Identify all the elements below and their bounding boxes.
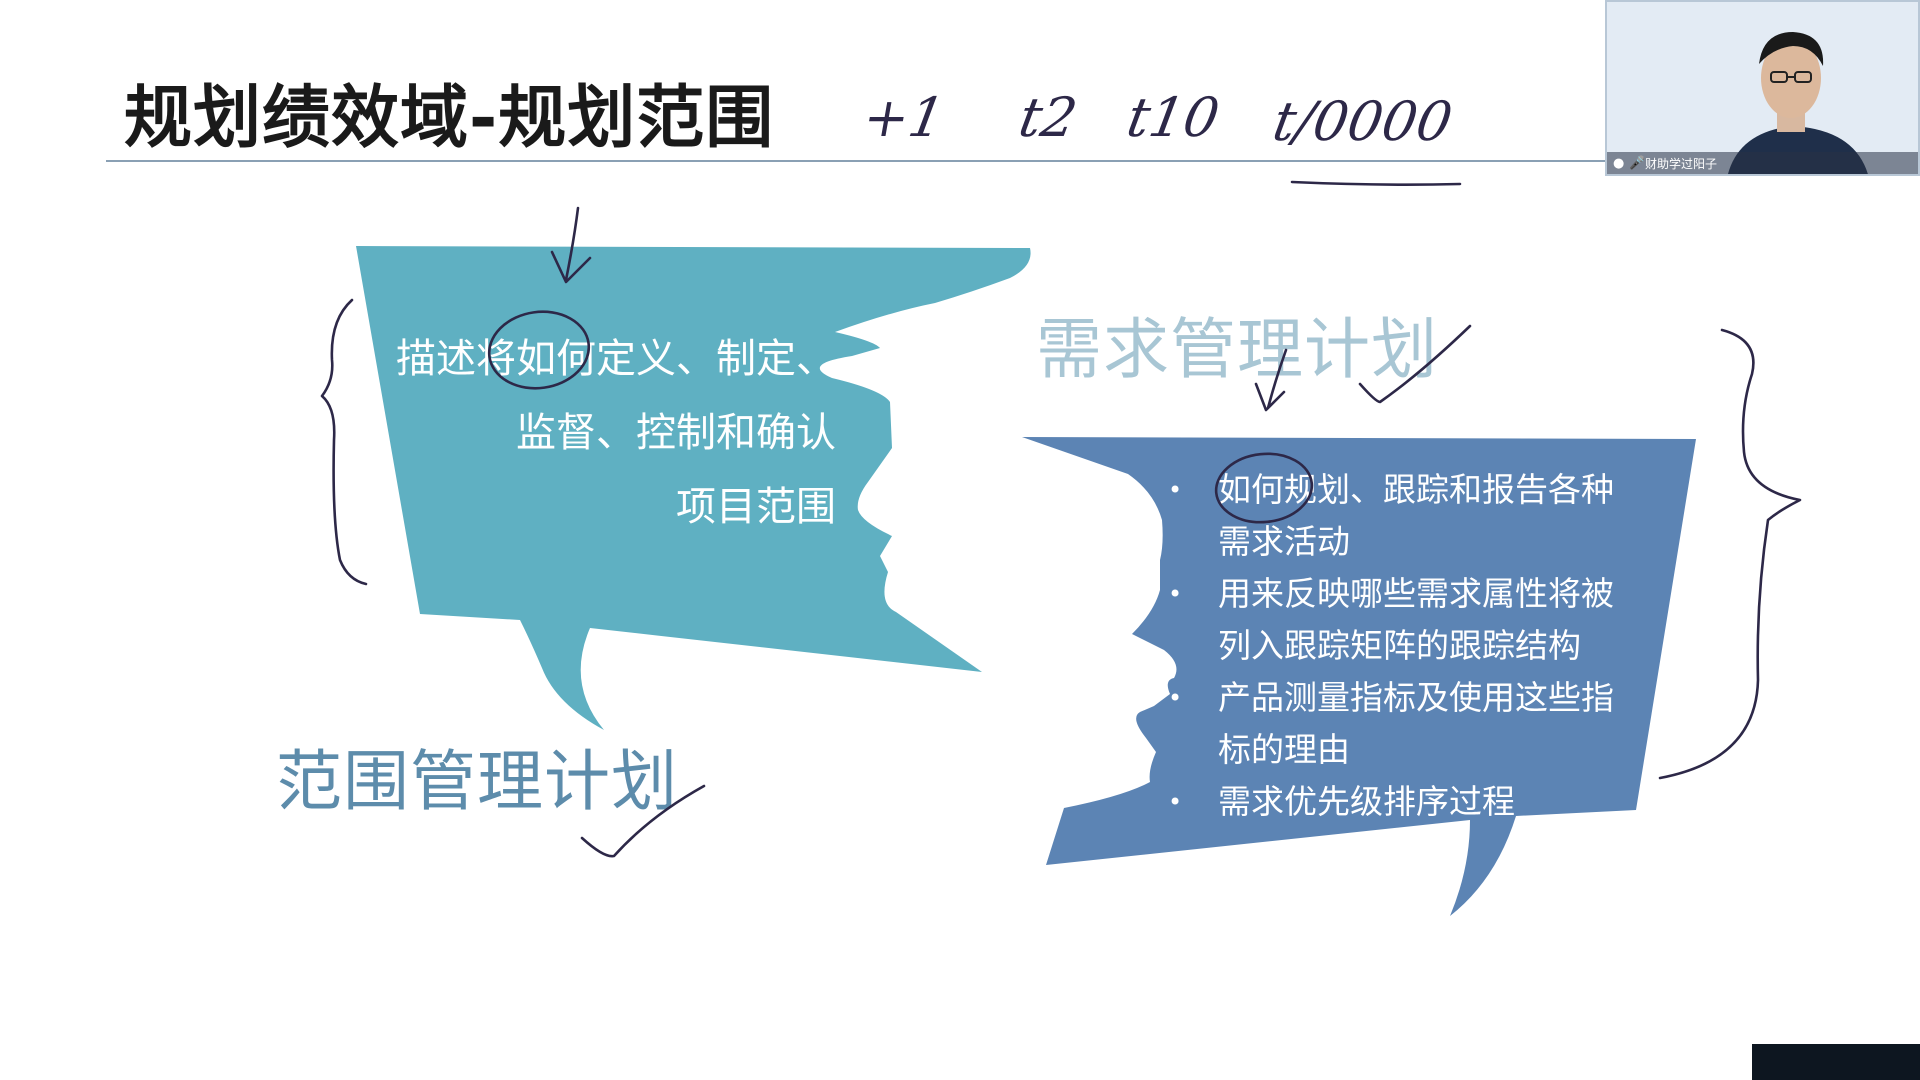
ink-note-t1: +1 — [858, 86, 950, 149]
requirements-plan-label: 需求管理计划 — [1036, 311, 1438, 388]
bullet-icon: • — [1168, 788, 1183, 816]
scope-bubble-text: 描述将如何定义、制定、 监督、控制和确认 项目范围 — [370, 322, 836, 544]
requirements-list: • 如何规划、跟踪和报告各种需求活动 • 用来反映哪些需求属性将被列入跟踪矩阵的跟踪… — [1168, 464, 1638, 828]
requirements-item-text: 需求优先级排序过程 — [1218, 782, 1515, 821]
requirements-item: • 用来反映哪些需求属性将被列入跟踪矩阵的跟踪结构 — [1168, 568, 1638, 672]
corner-overlay — [1752, 1044, 1920, 1080]
requirements-item-text: 如何规划、跟踪和报告各种需求活动 — [1218, 470, 1614, 561]
bullet-icon: • — [1168, 580, 1183, 608]
ink-note-t10000: t/0000 — [1268, 90, 1457, 153]
video-name-bar — [1607, 152, 1918, 174]
participant-name: 财助学过阳子 — [1645, 157, 1718, 171]
title-divider — [106, 160, 1614, 162]
requirements-item-text: 用来反映哪些需求属性将被列入跟踪矩阵的跟踪结构 — [1218, 574, 1614, 665]
requirements-item: • 产品测量指标及使用这些指标的理由 — [1168, 672, 1638, 776]
requirements-item: • 如何规划、跟踪和报告各种需求活动 — [1168, 464, 1638, 568]
ink-note-t2: t2 — [1014, 86, 1082, 149]
user-icon: ● — [1613, 156, 1625, 171]
mic-icon[interactable]: 🎤 — [1629, 156, 1646, 171]
scope-line-2: 监督、控制和确认 — [516, 410, 836, 456]
requirements-bubble-shape — [1022, 437, 1696, 916]
scope-line-3: 项目范围 — [676, 484, 836, 530]
scope-line-1: 描述将如何定义、制定、 — [396, 336, 836, 382]
speaker-video-icon — [1607, 2, 1918, 174]
bullet-icon: • — [1168, 476, 1183, 504]
slide-title: 规划绩效域-规划范围 — [124, 79, 775, 158]
scope-plan-label: 范围管理计划 — [276, 743, 678, 820]
bullet-icon: • — [1168, 684, 1183, 712]
video-tile[interactable]: ● 🎤 财助学过阳子 — [1605, 0, 1920, 176]
ink-note-t10: t10 — [1122, 86, 1224, 149]
requirements-item-text: 产品测量指标及使用这些指标的理由 — [1218, 678, 1614, 769]
requirements-item: • 需求优先级排序过程 — [1168, 776, 1638, 828]
